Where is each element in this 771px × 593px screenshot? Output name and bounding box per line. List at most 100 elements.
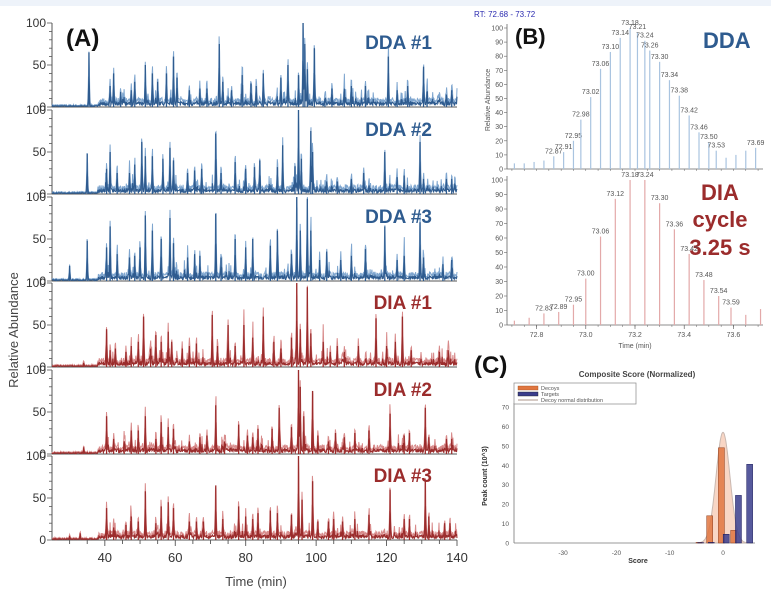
y-tick-label: 30 <box>502 482 510 489</box>
x-tick-label: 60 <box>168 550 182 565</box>
y-tick-label: 100 <box>491 178 503 185</box>
x-tick-label: 73.0 <box>579 332 593 339</box>
panel-c-xlabel: Score <box>628 558 648 565</box>
y-tick-label: 100 <box>26 449 46 463</box>
x-tick-label: 120 <box>376 550 398 565</box>
trace-dia-1: 0 50 100 DIA #1 <box>26 276 458 374</box>
trace-line <box>52 320 458 368</box>
bar-label: 73.59 <box>722 300 740 307</box>
y-tick-label: 20 <box>495 138 503 145</box>
bar-label: 73.06 <box>592 229 610 236</box>
y-tick-label: 70 <box>495 221 503 228</box>
trace-title: DIA #3 <box>374 466 432 487</box>
bar-label: 73.54 <box>710 288 728 295</box>
y-tick-label: 100 <box>26 190 46 204</box>
y-tick-label: 40 <box>495 110 503 117</box>
x-tick-label: 72.8 <box>530 332 544 339</box>
legend-swatch-targets <box>517 391 539 397</box>
x-tick-label: 140 <box>446 550 468 565</box>
panel-b-rt-range: RT: 72.68 - 73.72 <box>474 10 536 19</box>
trace-dda-1: 0 50 100 DDA #1 <box>26 16 458 114</box>
panel-a-xlabel: Time (min) <box>225 574 287 589</box>
y-tick-label: 100 <box>26 276 46 290</box>
panel-c-legend: Decoys Targets Decoy normal distribution <box>513 382 637 405</box>
legend-label-targets: Targets <box>541 392 559 398</box>
y-tick-label: 60 <box>495 236 503 243</box>
trace-title: DDA #2 <box>365 120 432 141</box>
bar-label: 73.38 <box>671 88 689 95</box>
panel-b-xlabel: Time (min) <box>618 343 651 350</box>
y-tick-label: 10 <box>495 308 503 315</box>
bar-label: 73.21 <box>629 24 647 31</box>
trace-line <box>51 60 458 108</box>
y-tick-label: 0 <box>39 187 46 201</box>
panel-b-dia-title-1: DIA <box>701 180 739 205</box>
bar-label: 73.02 <box>582 89 600 96</box>
bar-label: 73.24 <box>636 33 654 40</box>
trace-title: DDA #1 <box>365 33 432 54</box>
x-tick-label: 73.4 <box>677 332 691 339</box>
bar-label: 73.18 <box>621 20 639 27</box>
bar-label: 72.87 <box>545 148 563 155</box>
y-tick-label: 50 <box>502 443 510 450</box>
x-tick-label: 40 <box>98 550 112 565</box>
panel-b-dia-title-3: 3.25 s <box>689 235 750 260</box>
y-tick-label: 10 <box>495 152 503 159</box>
y-tick-label: 80 <box>495 207 503 214</box>
bar-label: 72.89 <box>550 304 568 311</box>
bar-label: 73.46 <box>690 124 708 131</box>
x-tick-label: 80 <box>238 550 252 565</box>
y-tick-label: 50 <box>33 58 47 72</box>
bar-label: 73.00 <box>577 271 595 278</box>
legend-label-normal: Decoy normal distribution <box>541 398 603 404</box>
panel-c-label: (C) <box>474 352 507 379</box>
bar-label: 72.95 <box>565 297 583 304</box>
trace-line-light <box>51 109 458 195</box>
x-tick-label: -20 <box>612 550 622 557</box>
panel-b-dia-title-2: cycle <box>692 207 747 232</box>
panel-b-ylabel: Relative Abundance <box>485 69 492 131</box>
panel-a: (A) Relative Abundance Time (min) 0 50 100… <box>6 16 468 589</box>
panel-c: (C) Composite Score (Normalized) Peak co… <box>474 352 755 565</box>
panel-a-label: (A) <box>66 25 99 52</box>
trace-title: DIA #2 <box>374 380 432 401</box>
y-tick-label: 20 <box>495 294 503 301</box>
y-tick-label: 50 <box>495 250 503 257</box>
legend-box <box>513 382 637 405</box>
bar-targets <box>735 495 742 544</box>
y-tick-label: 0 <box>505 541 509 548</box>
panel-c-title: Composite Score (Normalized) <box>579 370 696 379</box>
bar-label: 72.95 <box>565 133 583 140</box>
legend-swatch-decoys <box>517 385 539 391</box>
bar-label: 73.12 <box>607 191 625 198</box>
y-tick-label: 40 <box>495 265 503 272</box>
y-tick-label: 100 <box>26 103 46 117</box>
x-tick-label: -30 <box>558 550 568 557</box>
bar-label: 73.24 <box>636 172 654 179</box>
bar-label: 73.18 <box>621 172 639 179</box>
y-tick-label: 50 <box>33 491 47 505</box>
trace-dda-2: 0 50 100 DDA #2 <box>26 103 458 201</box>
y-tick-label: 50 <box>495 96 503 103</box>
y-tick-label: 30 <box>495 279 503 286</box>
y-tick-label: 0 <box>499 323 503 330</box>
panel-a-ylabel: Relative Abundance <box>6 272 21 388</box>
x-tick-label: 73.2 <box>628 332 642 339</box>
bar-label: 73.69 <box>747 140 765 147</box>
y-tick-label: 10 <box>502 521 510 528</box>
legend-label-decoys: Decoys <box>541 386 560 392</box>
bar-label: 73.42 <box>680 246 698 253</box>
y-tick-label: 80 <box>495 54 503 61</box>
y-tick-label: 60 <box>502 424 510 431</box>
x-tick-label: 0 <box>721 550 725 557</box>
bar-label: 73.34 <box>661 72 679 79</box>
bar-label: 72.83 <box>535 305 553 312</box>
bar-targets <box>746 464 753 544</box>
trace-dia-2: 0 50 100 DIA #2 <box>26 363 458 461</box>
x-tick-label: 100 <box>305 550 327 565</box>
trace-dda-3: 0 50 100 DDA #3 <box>26 190 458 288</box>
y-tick-label: 50 <box>33 145 47 159</box>
y-tick-label: 30 <box>495 124 503 131</box>
panel-c-ylabel: Peak count (10^3) <box>481 446 489 506</box>
